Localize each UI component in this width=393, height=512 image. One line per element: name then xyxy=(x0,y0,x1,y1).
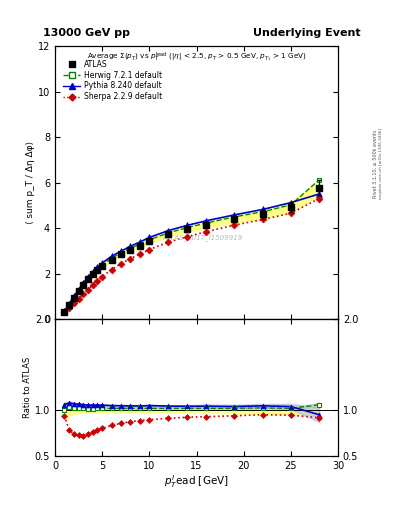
Y-axis label: Ratio to ATLAS: Ratio to ATLAS xyxy=(23,357,32,418)
Text: ATLAS_2017_I1509919: ATLAS_2017_I1509919 xyxy=(162,234,242,241)
Text: Rivet 3.1.10, ≥ 500k events: Rivet 3.1.10, ≥ 500k events xyxy=(373,130,378,198)
Text: Average $\Sigma(p_T)$ vs $p_T^{\mathrm{lead}}$ ($|\eta|$ < 2.5, $p_T$ > 0.5 GeV,: Average $\Sigma(p_T)$ vs $p_T^{\mathrm{l… xyxy=(86,50,307,63)
Y-axis label: ⟨ sum p_T / Δη Δφ⟩: ⟨ sum p_T / Δη Δφ⟩ xyxy=(26,141,35,224)
Text: mcplots.cern.ch [arXiv:1306.3436]: mcplots.cern.ch [arXiv:1306.3436] xyxy=(379,129,383,199)
Text: Underlying Event: Underlying Event xyxy=(253,28,360,38)
Text: 13000 GeV pp: 13000 GeV pp xyxy=(43,28,130,38)
X-axis label: $p_T^l$ead [GeV]: $p_T^l$ead [GeV] xyxy=(164,473,229,490)
Legend: ATLAS, Herwig 7.2.1 default, Pythia 8.240 default, Sherpa 2.2.9 default: ATLAS, Herwig 7.2.1 default, Pythia 8.24… xyxy=(62,58,163,103)
